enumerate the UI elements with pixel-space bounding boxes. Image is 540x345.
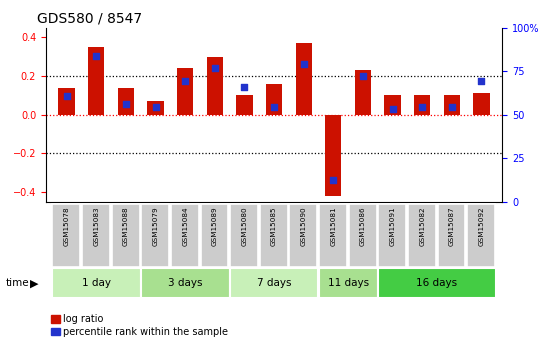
- Bar: [88, 47, 104, 115]
- Point: [270, 104, 279, 110]
- Text: GSM15086: GSM15086: [360, 206, 366, 246]
- Text: 3 days: 3 days: [168, 278, 202, 288]
- Text: 1 day: 1 day: [82, 278, 111, 288]
- Point: [448, 104, 456, 110]
- Bar: [437, 204, 465, 267]
- Text: time: time: [5, 278, 29, 288]
- Text: GSM15080: GSM15080: [241, 206, 247, 246]
- Bar: [177, 68, 193, 115]
- Bar: [355, 70, 371, 115]
- Bar: [379, 268, 496, 298]
- Bar: [112, 204, 139, 267]
- Point: [211, 66, 219, 71]
- Text: GSM15085: GSM15085: [271, 206, 277, 246]
- Bar: [384, 95, 401, 115]
- Legend: log ratio, percentile rank within the sample: log ratio, percentile rank within the sa…: [51, 314, 228, 337]
- Bar: [295, 43, 312, 115]
- Text: GSM15089: GSM15089: [212, 206, 218, 246]
- Bar: [444, 95, 460, 115]
- Text: GSM15081: GSM15081: [330, 206, 336, 246]
- Point: [122, 101, 130, 107]
- Bar: [319, 204, 347, 267]
- Bar: [474, 93, 490, 115]
- Bar: [260, 204, 288, 267]
- Point: [329, 177, 338, 183]
- Bar: [408, 204, 436, 267]
- Bar: [141, 268, 230, 298]
- Bar: [200, 204, 228, 267]
- Text: GSM15079: GSM15079: [152, 206, 159, 246]
- Bar: [230, 268, 319, 298]
- Bar: [207, 57, 223, 115]
- Text: GSM15082: GSM15082: [419, 206, 425, 246]
- Bar: [82, 204, 110, 267]
- Bar: [379, 204, 406, 267]
- Bar: [414, 95, 430, 115]
- Text: GSM15078: GSM15078: [64, 206, 70, 246]
- Bar: [52, 268, 141, 298]
- Bar: [118, 88, 134, 115]
- Text: GSM15090: GSM15090: [301, 206, 307, 246]
- Point: [181, 78, 190, 83]
- Bar: [349, 204, 376, 267]
- Bar: [171, 204, 199, 267]
- Point: [151, 104, 160, 110]
- Bar: [319, 268, 378, 298]
- Bar: [266, 84, 282, 115]
- Point: [62, 93, 71, 99]
- Point: [359, 73, 367, 79]
- Bar: [289, 204, 318, 267]
- Bar: [141, 204, 169, 267]
- Text: GSM15087: GSM15087: [449, 206, 455, 246]
- Text: 16 days: 16 days: [416, 278, 457, 288]
- Point: [418, 104, 427, 110]
- Bar: [58, 88, 75, 115]
- Text: GSM15083: GSM15083: [93, 206, 99, 246]
- Point: [92, 53, 100, 59]
- Text: GSM15091: GSM15091: [389, 206, 396, 246]
- Text: GSM15088: GSM15088: [123, 206, 129, 246]
- Text: GSM15084: GSM15084: [182, 206, 188, 246]
- Text: 7 days: 7 days: [257, 278, 291, 288]
- Bar: [147, 101, 164, 115]
- Bar: [325, 115, 341, 196]
- Text: GDS580 / 8547: GDS580 / 8547: [37, 11, 142, 25]
- Text: GSM15092: GSM15092: [478, 206, 484, 246]
- Bar: [52, 204, 80, 267]
- Bar: [237, 95, 253, 115]
- Point: [388, 106, 397, 111]
- Bar: [230, 204, 258, 267]
- Text: ▶: ▶: [30, 278, 38, 288]
- Point: [477, 78, 486, 83]
- Point: [299, 61, 308, 66]
- Point: [240, 84, 249, 90]
- Text: 11 days: 11 days: [328, 278, 369, 288]
- Bar: [467, 204, 495, 267]
